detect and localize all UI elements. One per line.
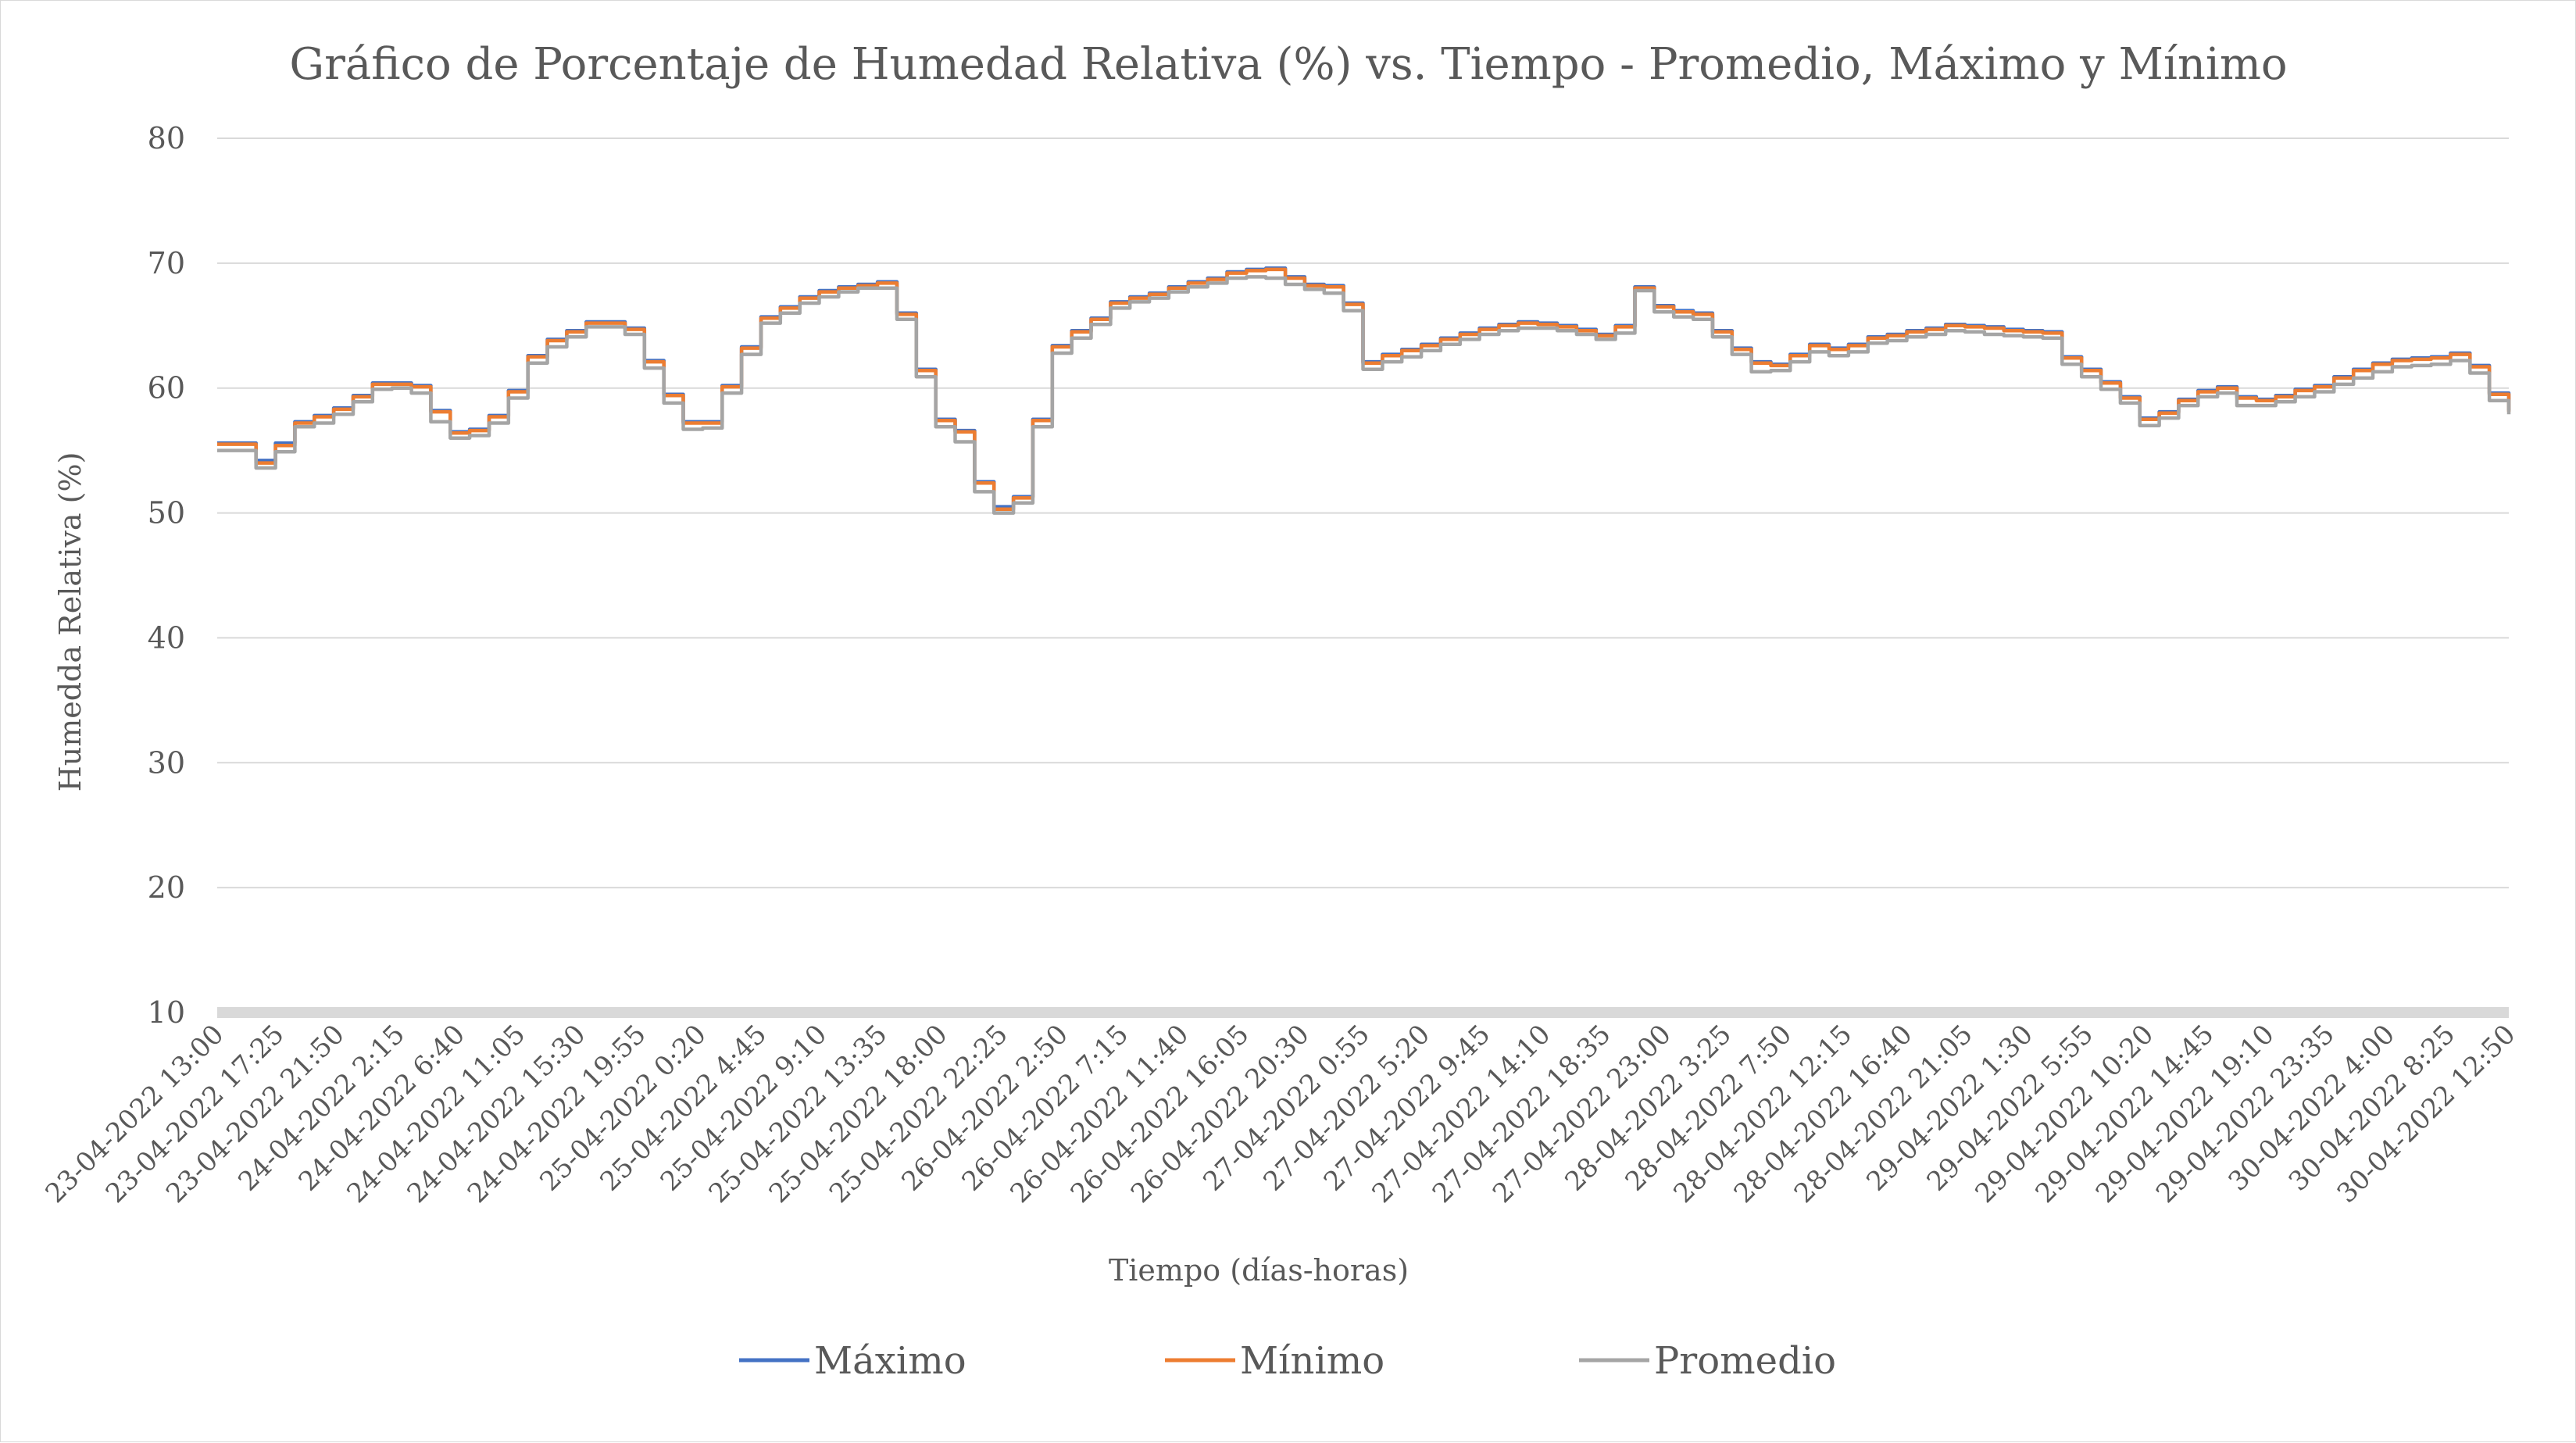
series-line-3 <box>217 275 2511 515</box>
series-lines <box>217 266 2511 515</box>
legend-label: Máximo <box>814 1339 966 1383</box>
y-tick-label: 30 <box>148 745 185 780</box>
legend-label: Promedio <box>1654 1339 1836 1383</box>
y-axis-title: Humedda Relativa (%) <box>53 452 88 792</box>
y-tick-label: 60 <box>148 371 185 405</box>
y-tick-label: 20 <box>148 870 185 905</box>
gridlines <box>217 138 2509 1018</box>
y-tick-label: 10 <box>148 995 185 1030</box>
x-axis-title: Tiempo (días-horas) <box>1109 1253 1409 1288</box>
y-tick-label: 80 <box>148 121 185 155</box>
chart-title: Gráfico de Porcentaje de Humedad Relativ… <box>289 39 2287 90</box>
series-line-2 <box>217 267 2511 512</box>
legend-label: Mínimo <box>1240 1339 1384 1383</box>
y-axis-ticks: 10 20 30 40 50 60 70 80 <box>148 121 185 1030</box>
y-tick-label: 70 <box>148 246 185 280</box>
y-tick-label: 40 <box>148 620 185 655</box>
legend: Máximo Mínimo Promedio <box>739 1339 1836 1383</box>
y-tick-label: 50 <box>148 496 185 530</box>
